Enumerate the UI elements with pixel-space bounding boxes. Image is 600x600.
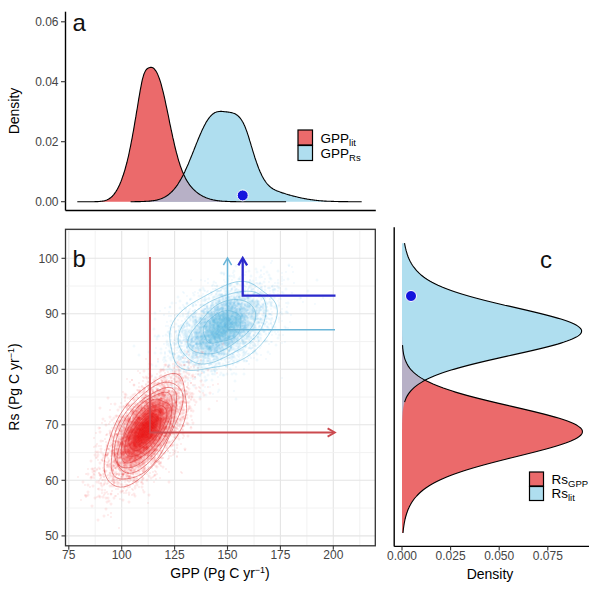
svg-text:80: 80 <box>45 363 59 377</box>
svg-text:175: 175 <box>270 548 290 562</box>
svg-text:0.04: 0.04 <box>35 75 59 89</box>
svg-text:0.000: 0.000 <box>387 549 417 563</box>
svg-text:60: 60 <box>45 474 59 488</box>
svg-text:90: 90 <box>45 307 59 321</box>
svg-text:0.02: 0.02 <box>35 135 59 149</box>
svg-text:125: 125 <box>165 548 185 562</box>
svg-text:70: 70 <box>45 418 59 432</box>
svg-text:a: a <box>73 9 87 36</box>
svg-text:75: 75 <box>62 548 76 562</box>
svg-text:0.075: 0.075 <box>533 549 563 563</box>
svg-text:0.025: 0.025 <box>436 549 466 563</box>
svg-text:150: 150 <box>217 548 237 562</box>
svg-text:100: 100 <box>38 252 58 266</box>
svg-text:0.06: 0.06 <box>35 15 59 29</box>
svg-text:Density: Density <box>467 566 514 582</box>
svg-text:50: 50 <box>45 529 59 543</box>
svg-text:Density: Density <box>6 88 22 135</box>
svg-text:c: c <box>540 246 552 273</box>
svg-text:100: 100 <box>112 548 132 562</box>
svg-text:b: b <box>73 245 86 272</box>
svg-text:0.00: 0.00 <box>35 195 59 209</box>
svg-text:200: 200 <box>323 548 343 562</box>
svg-text:0.050: 0.050 <box>484 549 514 563</box>
